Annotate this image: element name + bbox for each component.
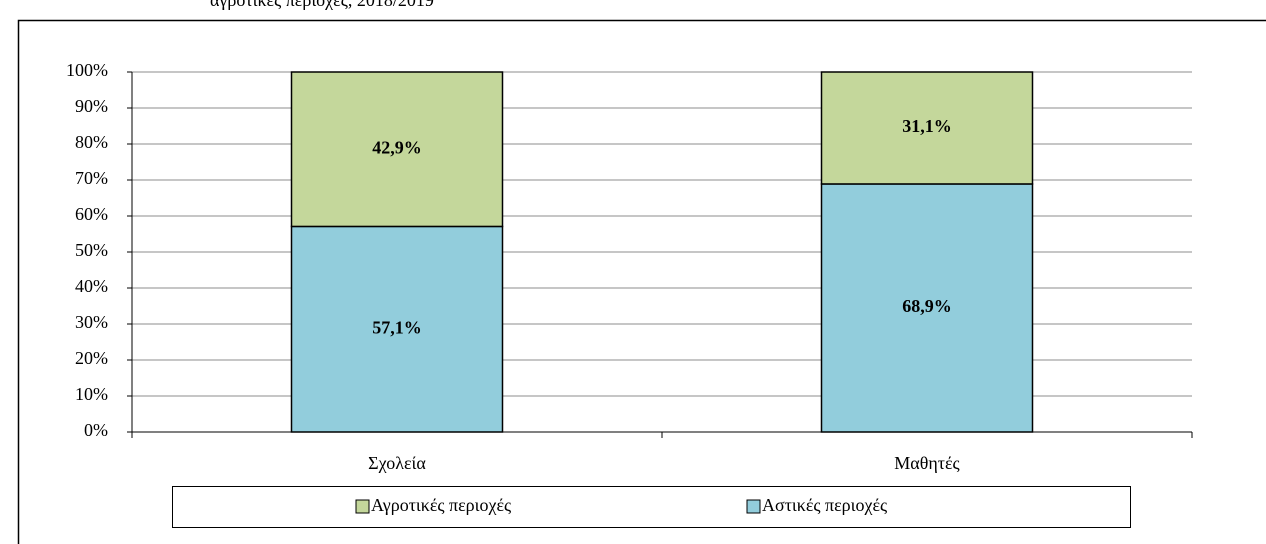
y-tick-label: 60% [75, 204, 108, 224]
y-tick-label: 20% [75, 348, 108, 368]
y-tick-label: 0% [84, 420, 108, 440]
x-tick-label: Μαθητές [894, 453, 959, 473]
legend-swatch [746, 499, 761, 514]
legend-label: Αστικές περιοχές [762, 495, 887, 515]
y-tick-label: 70% [75, 168, 108, 188]
y-tick-label: 90% [75, 96, 108, 116]
y-tick-label: 50% [75, 240, 108, 260]
bar-segment [820, 183, 1034, 433]
legend-box [172, 486, 1131, 528]
y-tick-label: 40% [75, 276, 108, 296]
x-tick-label: Σχολεία [368, 453, 426, 473]
legend-swatch [355, 499, 370, 514]
y-tick-label: 100% [66, 60, 108, 80]
legend-label: Αγροτικές περιοχές [371, 495, 511, 515]
bar-segment [290, 225, 504, 433]
chart-title: αγροτικές περιοχές, 2018/2019 [210, 0, 434, 10]
data-label: 31,1% [902, 116, 952, 136]
y-tick-label: 80% [75, 132, 108, 152]
y-tick-label: 30% [75, 312, 108, 332]
bar-segment [820, 71, 1034, 185]
bar-segment [290, 71, 504, 228]
data-label: 68,9% [902, 296, 952, 316]
chart-frame [17, 19, 1266, 544]
data-label: 42,9% [372, 137, 422, 157]
data-label: 57,1% [372, 317, 422, 337]
y-tick-label: 10% [75, 384, 108, 404]
